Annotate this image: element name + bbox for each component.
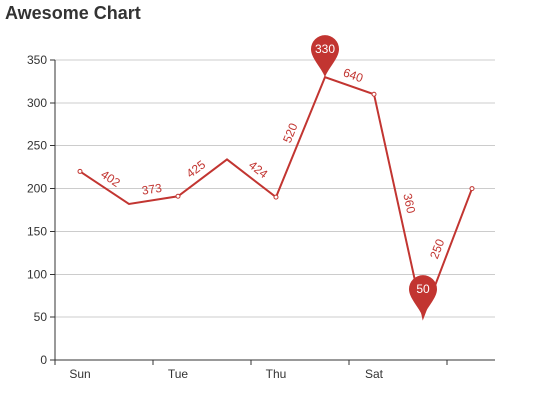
segment-label: 373	[141, 181, 163, 198]
x-tick-label: Tue	[168, 367, 189, 381]
marker-label: 50	[416, 282, 430, 296]
marker-label: 330	[315, 42, 335, 56]
y-tick-label: 250	[27, 139, 47, 153]
data-point	[273, 194, 279, 200]
series-line-group	[77, 75, 475, 321]
x-tick-label: Sun	[69, 367, 90, 381]
chart-title: Awesome Chart	[5, 3, 141, 23]
y-tick-label: 200	[27, 182, 47, 196]
segment-label: 640	[341, 65, 365, 85]
y-tick-label: 0	[40, 353, 47, 367]
data-point	[469, 186, 475, 192]
data-point	[77, 168, 83, 174]
segment-label: 250	[427, 237, 447, 261]
segment-label: 520	[280, 121, 301, 145]
data-point	[371, 91, 377, 97]
markers: 330 50	[311, 35, 437, 318]
y-tick-label: 100	[27, 267, 47, 281]
y-tick-label: 350	[27, 53, 47, 67]
x-tick-label: Sat	[365, 367, 384, 381]
marker-pin	[311, 35, 339, 78]
x-tick-label: Thu	[266, 367, 287, 381]
y-tick-label: 150	[27, 224, 47, 238]
grid-lines	[55, 59, 495, 318]
y-tick-label: 50	[34, 310, 48, 324]
marker-pin	[409, 275, 437, 318]
data-point	[175, 193, 181, 199]
axes: 0 50 100 150 200 250 300 350 Sun Tue Thu Sat	[27, 53, 495, 381]
y-tick-label: 300	[27, 96, 47, 110]
segment-label: 360	[400, 192, 418, 215]
